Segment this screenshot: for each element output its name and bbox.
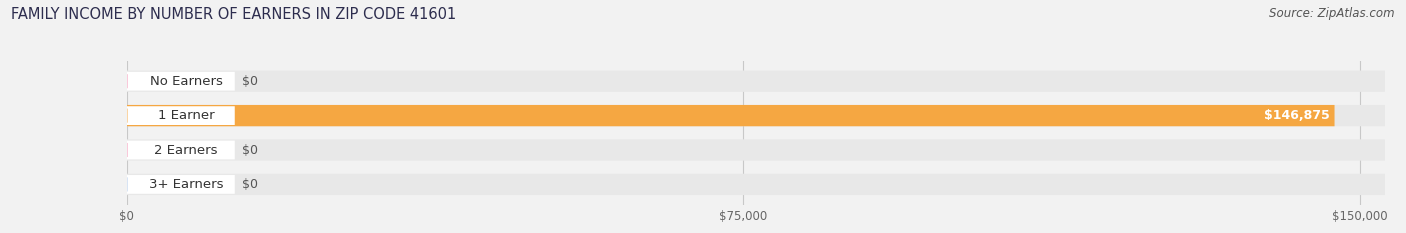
- Text: 2 Earners: 2 Earners: [155, 144, 218, 157]
- Text: $0: $0: [242, 75, 259, 88]
- Text: $0: $0: [242, 178, 259, 191]
- Text: 3+ Earners: 3+ Earners: [149, 178, 224, 191]
- FancyBboxPatch shape: [127, 175, 235, 194]
- Text: $0: $0: [242, 144, 259, 157]
- Text: FAMILY INCOME BY NUMBER OF EARNERS IN ZIP CODE 41601: FAMILY INCOME BY NUMBER OF EARNERS IN ZI…: [11, 7, 457, 22]
- Text: Source: ZipAtlas.com: Source: ZipAtlas.com: [1270, 7, 1395, 20]
- Text: $146,875: $146,875: [1264, 109, 1330, 122]
- FancyBboxPatch shape: [127, 71, 1385, 92]
- FancyBboxPatch shape: [127, 174, 1385, 195]
- FancyBboxPatch shape: [127, 106, 235, 125]
- FancyBboxPatch shape: [127, 105, 1385, 126]
- FancyBboxPatch shape: [127, 105, 1334, 126]
- FancyBboxPatch shape: [127, 72, 235, 91]
- FancyBboxPatch shape: [127, 139, 1385, 161]
- FancyBboxPatch shape: [127, 141, 235, 159]
- Text: No Earners: No Earners: [149, 75, 222, 88]
- Text: 1 Earner: 1 Earner: [157, 109, 214, 122]
